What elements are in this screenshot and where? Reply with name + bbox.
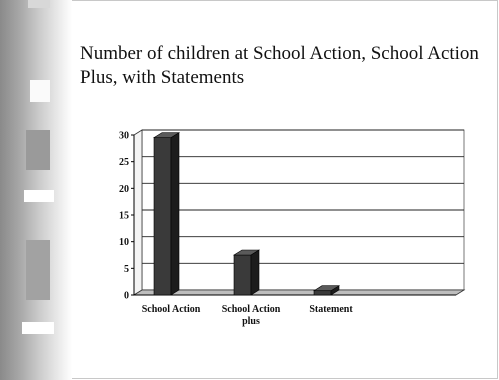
y-tick-label: 25: [119, 157, 129, 168]
bar-top: [152, 132, 181, 138]
y-tick-label: 30: [119, 131, 129, 142]
bar: [153, 137, 172, 296]
strip-highlight: [24, 190, 54, 202]
y-tick-label: 15: [119, 211, 129, 222]
decorative-side-strip: [0, 0, 72, 380]
strip-shade: [26, 130, 50, 170]
bar-side: [170, 132, 180, 296]
bar-top: [232, 249, 261, 256]
bar: [233, 254, 252, 296]
strip-highlight: [28, 0, 50, 8]
plot-left-wall: [133, 129, 143, 296]
y-tick-label: 10: [119, 237, 129, 248]
bar-top: [312, 285, 341, 292]
x-tick-label: School Action plus: [222, 304, 281, 327]
strip-highlight: [22, 322, 54, 334]
strip-highlight: [30, 80, 50, 102]
x-tick-label: Statement: [309, 304, 353, 315]
y-tick-label: 20: [119, 184, 129, 195]
plot-floor: [132, 289, 466, 296]
slide-title: Number of children at School Action, Sch…: [80, 43, 479, 88]
strip-shade: [26, 240, 50, 300]
bar: [313, 290, 332, 296]
x-tick-label: School Action: [142, 304, 201, 315]
y-tick-label: 5: [124, 264, 129, 275]
y-tick-label: 0: [124, 291, 129, 302]
bar-side: [250, 249, 260, 296]
